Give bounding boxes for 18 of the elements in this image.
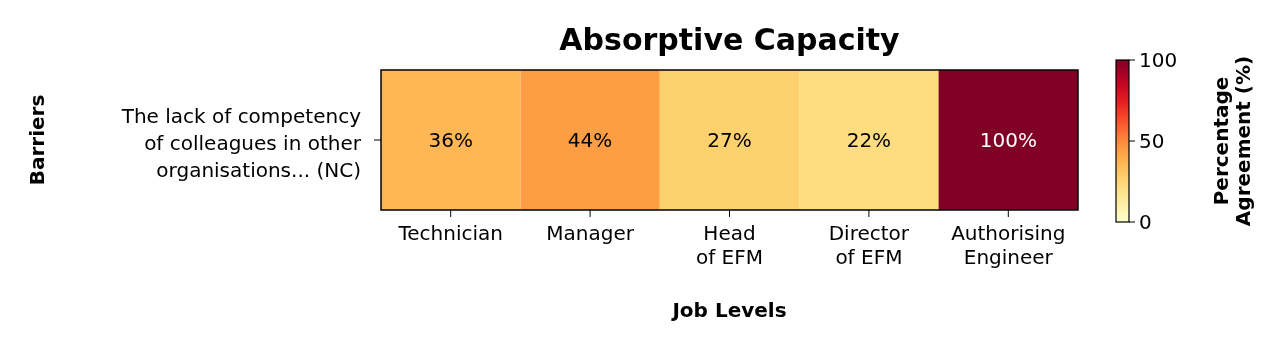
x-tick-label: Authorising Engineer xyxy=(951,221,1066,269)
data-label: 36% xyxy=(428,128,473,152)
color-bar-title: Percentage Agreement (%) xyxy=(1209,55,1255,227)
x-tick-label: Director of EFM xyxy=(828,221,910,269)
y-tick-label: The lack of competency of colleagues in other organisations... (NC) xyxy=(120,104,362,182)
x-tick-label: Technician xyxy=(397,221,503,245)
color-bar-label: 100 xyxy=(1139,48,1178,72)
color-bar-label: 50 xyxy=(1139,129,1165,153)
data-label: 27% xyxy=(707,128,752,152)
data-label: 44% xyxy=(567,128,613,152)
color-bar-label: 0 xyxy=(1139,210,1152,234)
x-tick-label: Manager xyxy=(546,221,635,245)
y-axis-title: Barriers xyxy=(25,94,49,186)
chart-title: Absorptive Capacity xyxy=(559,22,901,57)
x-axis-title: Job Levels xyxy=(670,298,787,322)
data-label: 100% xyxy=(979,128,1037,152)
data-label: 22% xyxy=(846,128,892,152)
x-tick-label: Head of EFM xyxy=(695,221,764,269)
